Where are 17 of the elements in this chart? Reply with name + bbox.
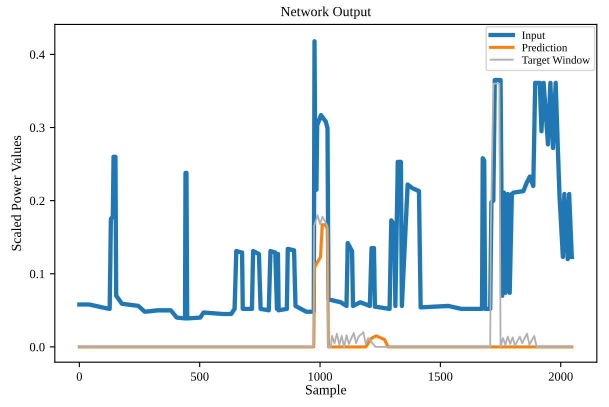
y-tick-label: 0.1 bbox=[30, 270, 44, 278]
line-series bbox=[78, 82, 573, 348]
x-tick-label: 1500 bbox=[428, 372, 452, 381]
y-axis-title: Scaled Power Values bbox=[11, 136, 22, 251]
x-tick-label: 0 bbox=[76, 372, 82, 381]
legend-label: Prediction bbox=[522, 44, 568, 52]
y-tick-label: 0.4 bbox=[30, 50, 45, 59]
y-tick-label: 0.0 bbox=[30, 342, 45, 352]
x-tick-label: 2000 bbox=[548, 372, 573, 381]
legend-label: Target Window bbox=[522, 56, 590, 66]
legend-label: Input bbox=[522, 32, 546, 42]
x-axis-title: Sample bbox=[306, 384, 346, 398]
y-tick-label: 0.3 bbox=[30, 124, 45, 132]
y-tick-label: 0.2 bbox=[30, 196, 44, 206]
x-tick-label: 500 bbox=[191, 372, 209, 381]
x-tick-label: 1000 bbox=[308, 372, 332, 381]
chart-title: Network Output bbox=[280, 6, 372, 20]
